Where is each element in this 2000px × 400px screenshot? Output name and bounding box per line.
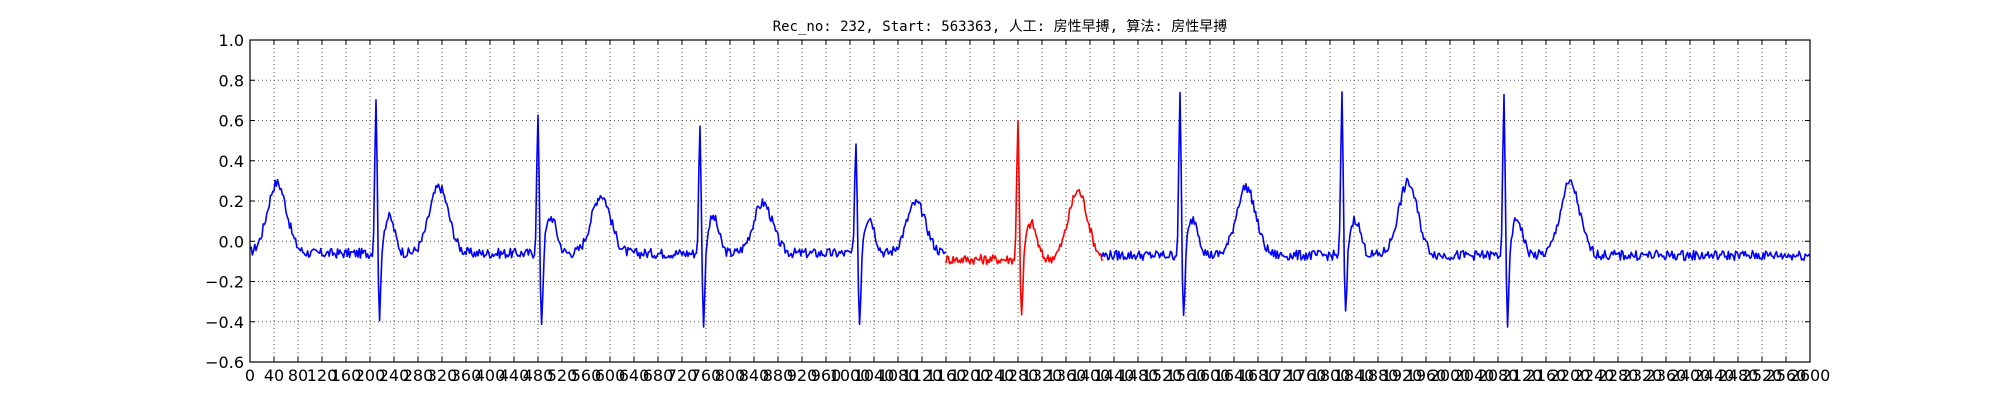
x-tick-label: 1800 <box>1310 366 1351 385</box>
y-tick-label: −0.6 <box>205 353 244 372</box>
x-tick-label: 600 <box>595 366 626 385</box>
x-tick-label: 320 <box>427 366 458 385</box>
y-tick-label: 0.4 <box>219 152 244 171</box>
x-tick-label: 400 <box>475 366 506 385</box>
x-tick-label: 1000 <box>830 366 871 385</box>
y-tick-label: 0.6 <box>219 112 244 131</box>
x-tick-label: 1400 <box>1070 366 1111 385</box>
y-tick-label: 1.0 <box>219 31 244 50</box>
series-layer <box>249 91 1811 328</box>
x-tick-label: 120 <box>307 366 338 385</box>
x-tick-label: 2000 <box>1430 366 1471 385</box>
y-tick-label: 0.0 <box>219 232 244 251</box>
x-tick-label: 1760 <box>1286 366 1327 385</box>
x-axis: 0 40 8012016020024028032036040044048052056… <box>245 40 1830 385</box>
x-tick-label: 1480 <box>1118 366 1159 385</box>
x-tick-label: 960 <box>811 366 842 385</box>
y-tick-label: −0.2 <box>205 273 244 292</box>
x-tick-label: 240 <box>379 366 410 385</box>
grid <box>249 39 1811 363</box>
x-tick-label: 1320 <box>1022 366 1063 385</box>
x-tick-label: 2440 <box>1694 366 1735 385</box>
y-tick-label: −0.4 <box>205 313 244 332</box>
x-tick-label: 480 <box>523 366 554 385</box>
x-tick-label: 2320 <box>1622 366 1663 385</box>
x-tick-label: 1240 <box>974 366 1015 385</box>
x-tick-label: 2280 <box>1598 366 1639 385</box>
x-tick-label: 1600 <box>1190 366 1231 385</box>
x-tick-label: 0 <box>245 366 255 385</box>
x-tick-label: 1280 <box>998 366 1039 385</box>
x-tick-label: 1840 <box>1334 366 1375 385</box>
x-tick-label: 2400 <box>1670 366 1711 385</box>
x-tick-label: 920 <box>787 366 818 385</box>
x-tick-label: 720 <box>667 366 698 385</box>
x-tick-label: 440 <box>499 366 530 385</box>
x-tick-label: 840 <box>739 366 770 385</box>
ecg-series-highlighted <box>945 119 1103 316</box>
x-tick-label: 160 <box>331 366 362 385</box>
x-tick-label: 760 <box>691 366 722 385</box>
x-tick-label: 1040 <box>854 366 895 385</box>
y-tick-label: 0.2 <box>219 192 244 211</box>
x-tick-label: 1560 <box>1166 366 1207 385</box>
x-tick-label: 1360 <box>1046 366 1087 385</box>
x-tick-label: 1680 <box>1238 366 1279 385</box>
x-tick-label: 1200 <box>950 366 991 385</box>
ecg-series-after <box>1101 91 1811 328</box>
x-tick-label: 2480 <box>1718 366 1759 385</box>
chart-title: Rec_no: 232, Start: 563363, 人工: 房性早搏, 算法… <box>773 18 1228 35</box>
x-tick-label: 1080 <box>878 366 919 385</box>
x-tick-label: 2080 <box>1478 366 1519 385</box>
x-tick-label: 1960 <box>1406 366 1447 385</box>
x-tick-label: 2360 <box>1646 366 1687 385</box>
x-tick-label: 1920 <box>1382 366 1423 385</box>
x-tick-label: 1440 <box>1094 366 1135 385</box>
x-tick-label: 640 <box>619 366 650 385</box>
ecg-series-before <box>249 98 947 328</box>
x-tick-label: 520 <box>547 366 578 385</box>
y-axis: −0.6 −0.4 −0.2 0.0 0.2 0.4 0.6 0.8 1.0 <box>205 31 1810 372</box>
x-tick-label: 1120 <box>902 366 943 385</box>
x-tick-label: 880 <box>763 366 794 385</box>
x-tick-label: 2600 <box>1790 366 1831 385</box>
x-tick-label: 2560 <box>1766 366 1807 385</box>
y-tick-label: 0.8 <box>219 71 244 90</box>
x-tick-label: 680 <box>643 366 674 385</box>
x-tick-label: 2240 <box>1574 366 1615 385</box>
x-tick-label: 40 <box>264 366 284 385</box>
x-tick-label: 2520 <box>1742 366 1783 385</box>
x-tick-label: 1160 <box>926 366 967 385</box>
x-tick-label: 360 <box>451 366 482 385</box>
x-tick-label: 800 <box>715 366 746 385</box>
x-tick-label: 2040 <box>1454 366 1495 385</box>
x-tick-label: 1720 <box>1262 366 1303 385</box>
x-tick-label: 80 <box>288 366 308 385</box>
x-tick-label: 560 <box>571 366 602 385</box>
x-tick-label: 1520 <box>1142 366 1183 385</box>
x-tick-label: 1880 <box>1358 366 1399 385</box>
x-tick-label: 2200 <box>1550 366 1591 385</box>
x-tick-label: 280 <box>403 366 434 385</box>
x-tick-label: 2160 <box>1526 366 1567 385</box>
x-tick-label: 2120 <box>1502 366 1543 385</box>
x-tick-label: 1640 <box>1214 366 1255 385</box>
x-tick-label: 200 <box>355 366 386 385</box>
